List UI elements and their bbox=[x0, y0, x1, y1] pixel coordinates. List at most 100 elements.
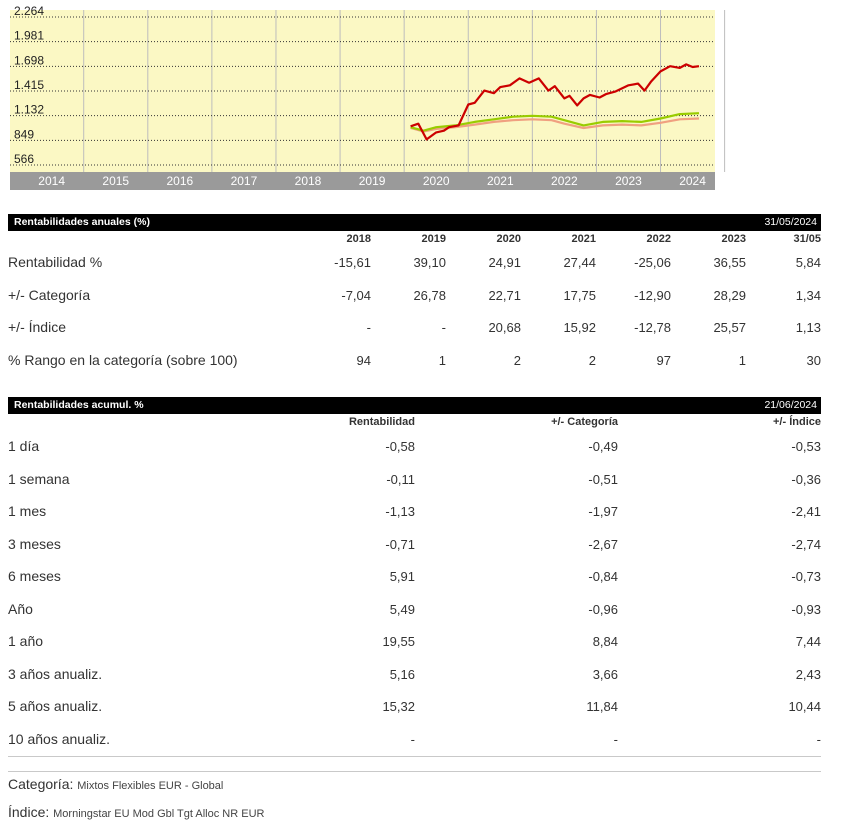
cumulative-value-cell: -0,49 bbox=[588, 439, 618, 454]
x-tick-label: 2017 bbox=[231, 174, 258, 188]
annual-column-header: 2021 bbox=[571, 233, 596, 245]
cumulative-column-header: +/- Categoría bbox=[551, 416, 618, 428]
annual-value-cell: 97 bbox=[656, 353, 671, 368]
divider bbox=[8, 756, 821, 757]
annual-value-cell: - bbox=[366, 320, 371, 335]
cumulative-returns-title: Rentabilidades acumul. % bbox=[14, 399, 144, 411]
y-tick-label: 1.132 bbox=[14, 103, 44, 117]
annual-value-cell: 2 bbox=[513, 353, 521, 368]
annual-value-cell: 1 bbox=[738, 353, 746, 368]
annual-value-cell: -7,04 bbox=[341, 288, 371, 303]
annual-value-cell: -12,90 bbox=[634, 288, 671, 303]
cumulative-row-label: 1 año bbox=[8, 633, 44, 649]
cumulative-value-cell: - bbox=[410, 731, 415, 747]
cumulative-value-cell: -0,71 bbox=[385, 536, 415, 552]
cumulative-value-cell: -2,41 bbox=[791, 504, 821, 519]
cumulative-row-label: 1 mes bbox=[8, 503, 47, 519]
annual-value-cell: 25,57 bbox=[713, 320, 746, 335]
x-tick-label: 2014 bbox=[38, 174, 65, 188]
annual-value-cell: 94 bbox=[356, 353, 371, 368]
cumulative-value-cell: - bbox=[816, 731, 821, 747]
annual-value-cell: - bbox=[441, 320, 446, 335]
annual-value-cell: -25,06 bbox=[634, 255, 671, 270]
cumulative-row-label: 10 años anualiz. bbox=[8, 730, 110, 747]
annual-value-cell: 30 bbox=[806, 353, 821, 368]
index-label: Índice bbox=[8, 804, 46, 820]
category-value: Mixtos Flexibles EUR - Global bbox=[77, 780, 224, 792]
annual-row-label: Rentabilidad % bbox=[8, 254, 103, 270]
cumulative-value-cell: 7,44 bbox=[795, 634, 821, 649]
category-label: Categoría bbox=[8, 776, 70, 792]
annual-value-cell: 36,55 bbox=[713, 255, 746, 270]
annual-column-header: 2019 bbox=[421, 233, 446, 245]
annual-value-cell: 2 bbox=[588, 353, 596, 368]
annual-value-cell: 20,68 bbox=[488, 320, 521, 335]
cumulative-value-cell: -0,36 bbox=[791, 471, 821, 487]
cumulative-value-cell: -2,74 bbox=[791, 536, 821, 552]
annual-row-label: +/- Categoría bbox=[8, 287, 91, 303]
category-series-line bbox=[410, 112, 700, 132]
annual-returns-title: Rentabilidades anuales (%) bbox=[14, 216, 150, 228]
category-info: Categoría: Mixtos Flexibles EUR - Global bbox=[8, 776, 224, 792]
cumulative-value-cell: -0,84 bbox=[588, 569, 618, 584]
annual-value-cell: 28,29 bbox=[713, 288, 746, 303]
y-tick-label: 849 bbox=[14, 127, 34, 141]
cumulative-value-cell: 15,32 bbox=[382, 699, 415, 714]
annual-returns-header: Rentabilidades anuales (%) 31/05/2024 bbox=[8, 214, 821, 231]
cumulative-value-cell: -1,13 bbox=[385, 504, 415, 519]
cumulative-row-label: Año bbox=[8, 600, 33, 617]
cumulative-row-label: 3 años anualiz. bbox=[8, 665, 103, 682]
annual-row-label: % Rango en la categoría (sobre 100) bbox=[8, 352, 238, 368]
x-tick-label: 2024 bbox=[679, 174, 706, 188]
cumulative-value-cell: -0,73 bbox=[791, 569, 821, 584]
annual-value-cell: -15,61 bbox=[334, 255, 371, 270]
y-tick-label: 566 bbox=[14, 152, 34, 166]
annual-returns-date: 31/05/2024 bbox=[764, 216, 817, 228]
fund-series-line bbox=[410, 63, 700, 141]
x-tick-label: 2023 bbox=[615, 174, 642, 188]
annual-value-cell: 27,44 bbox=[563, 255, 596, 270]
cumulative-row-label: 1 día bbox=[8, 438, 40, 454]
cumulative-value-cell: 10,44 bbox=[788, 699, 821, 714]
x-tick-label: 2020 bbox=[423, 174, 450, 188]
cumulative-value-cell: -2,67 bbox=[588, 536, 618, 552]
annual-column-header: 31/05 bbox=[793, 233, 821, 245]
x-tick-label: 2021 bbox=[487, 174, 514, 188]
cumulative-row-label: 1 semana bbox=[8, 470, 70, 487]
index-info: Índice: Morningstar EU Mod Gbl Tgt Alloc… bbox=[8, 804, 265, 820]
annual-value-cell: 24,91 bbox=[488, 255, 521, 270]
y-tick-label: 2.264 bbox=[14, 4, 44, 18]
annual-value-cell: -12,78 bbox=[634, 320, 671, 335]
y-tick-label: 1.415 bbox=[14, 78, 44, 92]
cumulative-value-cell: -1,97 bbox=[588, 504, 618, 519]
cumulative-value-cell: -0,96 bbox=[588, 601, 618, 617]
y-tick-label: 1.981 bbox=[14, 29, 44, 43]
cumulative-row-label: 3 meses bbox=[8, 535, 61, 552]
annual-column-header: 2023 bbox=[721, 233, 746, 245]
annual-value-cell: 1,13 bbox=[795, 320, 821, 335]
annual-value-cell: 1 bbox=[438, 353, 446, 368]
cumulative-column-header: +/- Índice bbox=[773, 416, 821, 428]
cumulative-value-cell: 8,84 bbox=[592, 634, 618, 649]
cumulative-value-cell: -0,51 bbox=[588, 471, 618, 487]
cumulative-value-cell: 2,43 bbox=[795, 666, 821, 682]
annual-value-cell: 1,34 bbox=[795, 288, 821, 303]
cumulative-value-cell: -0,11 bbox=[386, 471, 415, 487]
annual-column-header: 2020 bbox=[496, 233, 521, 245]
x-tick-label: 2016 bbox=[166, 174, 193, 188]
cumulative-returns-date: 21/06/2024 bbox=[764, 399, 817, 411]
cumulative-value-cell: 3,66 bbox=[592, 666, 618, 682]
cumulative-value-cell: 5,91 bbox=[389, 569, 415, 584]
annual-value-cell: 15,92 bbox=[563, 320, 596, 335]
cumulative-row-label: 6 meses bbox=[8, 568, 61, 584]
x-axis-bar bbox=[10, 172, 715, 190]
cumulative-value-cell: 11,84 bbox=[586, 699, 618, 714]
cumulative-returns-header: Rentabilidades acumul. % 21/06/2024 bbox=[8, 397, 821, 414]
cumulative-value-cell: -0,53 bbox=[791, 439, 821, 454]
cumulative-value-cell: -0,58 bbox=[385, 439, 415, 454]
annual-row-label: +/- Índice bbox=[8, 319, 66, 335]
x-tick-label: 2015 bbox=[102, 174, 129, 188]
annual-value-cell: 39,10 bbox=[413, 255, 446, 270]
annual-value-cell: 5,84 bbox=[795, 255, 821, 270]
cumulative-value-cell: - bbox=[613, 731, 618, 747]
